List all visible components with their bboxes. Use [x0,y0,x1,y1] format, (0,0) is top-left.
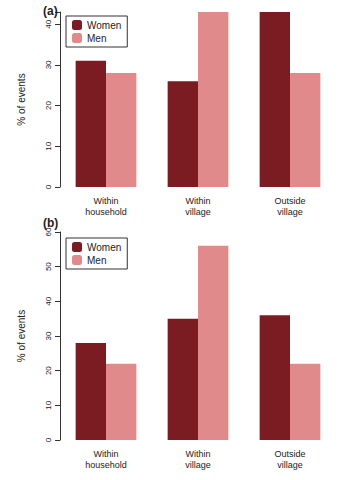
svg-text:(a): (a) [43,4,58,18]
svg-text:Outside: Outside [274,449,305,459]
svg-text:20: 20 [44,101,53,110]
svg-text:(b): (b) [43,216,58,230]
svg-text:30: 30 [44,60,53,69]
svg-text:% of events: % of events [16,310,27,362]
svg-text:village: village [277,207,303,217]
svg-text:Within: Within [185,449,210,459]
svg-text:Women: Women [87,242,121,253]
svg-text:60: 60 [43,227,53,237]
svg-text:Within: Within [93,449,118,459]
svg-text:40: 40 [44,296,53,305]
svg-text:0: 0 [44,184,53,189]
svg-text:10: 10 [44,141,53,150]
svg-text:30: 30 [44,331,53,340]
svg-text:village: village [277,460,303,470]
svg-text:20: 20 [44,366,53,375]
svg-text:Outside: Outside [274,196,305,206]
svg-text:0: 0 [44,437,53,442]
svg-text:Within: Within [185,196,210,206]
svg-text:household: household [85,460,127,470]
svg-text:Men: Men [87,255,106,266]
svg-text:Men: Men [87,33,106,44]
svg-text:50: 50 [44,262,53,271]
svg-text:village: village [185,207,211,217]
svg-text:40: 40 [44,19,53,28]
svg-text:% of events: % of events [16,73,27,125]
svg-text:village: village [185,460,211,470]
svg-text:household: household [85,207,127,217]
svg-text:10: 10 [44,400,53,409]
svg-text:Women: Women [87,20,121,31]
svg-text:Within: Within [93,196,118,206]
